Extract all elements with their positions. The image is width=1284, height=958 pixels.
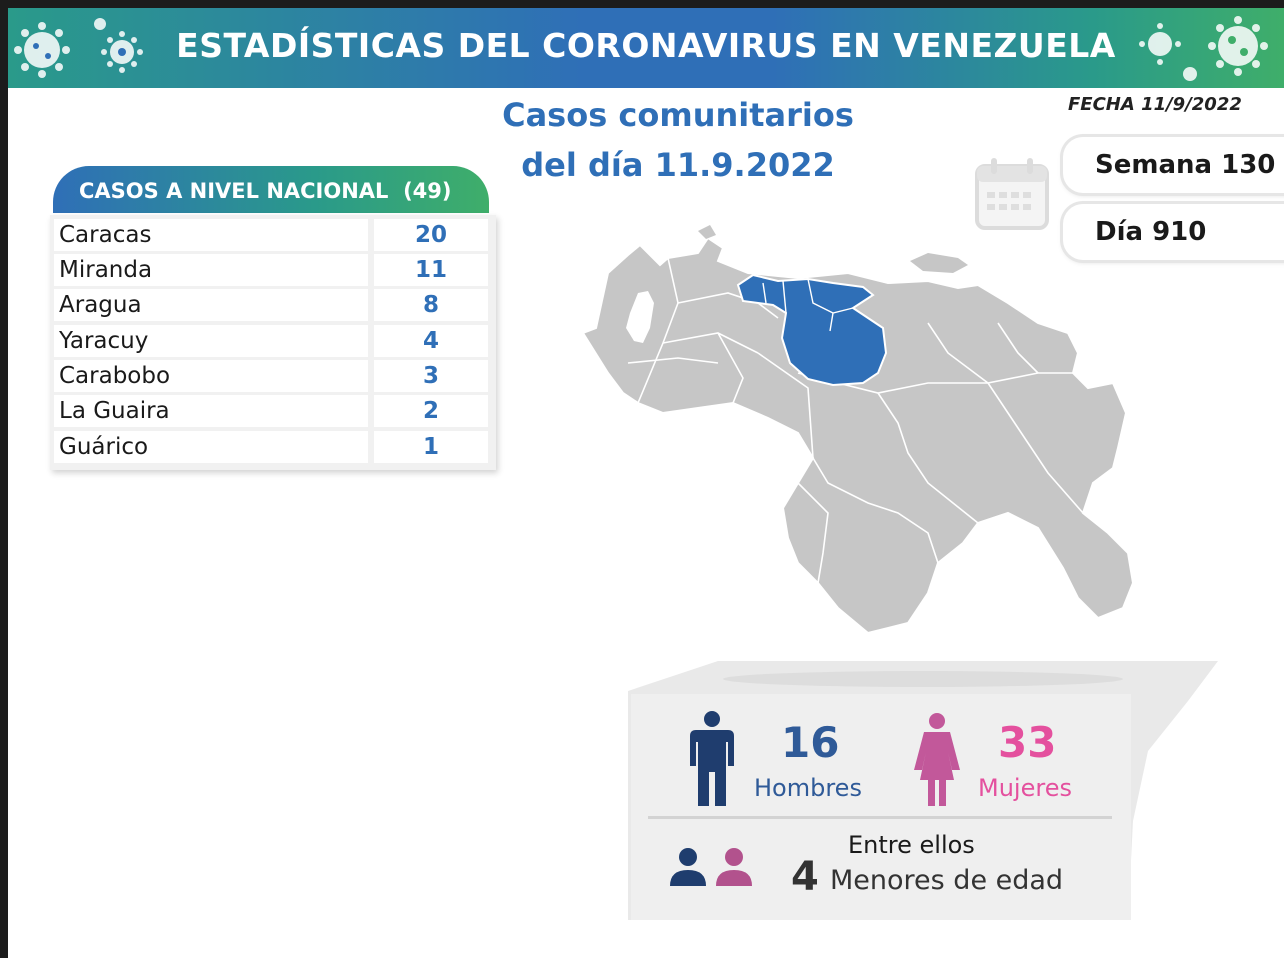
state-cases: 3 xyxy=(374,360,488,392)
state-name: Carabobo xyxy=(54,360,368,392)
women-count: 33 xyxy=(998,718,1057,767)
minors-icon xyxy=(670,848,752,886)
women-label: Mujeres xyxy=(978,774,1072,802)
state-cases: 20 xyxy=(374,219,488,251)
state-cases: 11 xyxy=(374,254,488,286)
cases-table: Caracas 20 Miranda 11 Aragua 8 Yaracuy 4… xyxy=(50,215,496,470)
header-banner: ESTADÍSTICAS DEL CORONAVIRUS EN VENEZUEL… xyxy=(8,8,1284,88)
minors-label: Menores de edad xyxy=(830,865,1064,896)
men-label: Hombres xyxy=(754,774,862,802)
infographic: ESTADÍSTICAS DEL CORONAVIRUS EN VENEZUEL… xyxy=(8,8,1284,958)
map-island xyxy=(698,225,716,239)
main-title-line1: Casos comunitarios xyxy=(502,96,854,134)
state-name: Guárico xyxy=(54,431,368,463)
state-cases: 1 xyxy=(374,431,488,463)
men-count: 16 xyxy=(781,718,840,767)
week-counter: Semana 130 xyxy=(1063,137,1284,193)
state-cases: 4 xyxy=(374,325,488,357)
map-lake xyxy=(626,291,654,343)
panel-divider xyxy=(648,816,1112,819)
man-icon xyxy=(690,711,734,806)
state-name: Aragua xyxy=(54,289,368,321)
virus-icon xyxy=(14,18,143,78)
day-counter: Día 910 xyxy=(1063,204,1284,260)
date-label: FECHA 11/9/2022 xyxy=(1068,94,1242,115)
minors-intro: Entre ellos xyxy=(848,831,975,859)
venezuela-map xyxy=(581,225,1135,635)
virus-icon xyxy=(1139,16,1268,81)
state-cases: 2 xyxy=(374,395,488,427)
table-header: CASOS A NIVEL NACIONAL (49) xyxy=(53,166,489,213)
calendar-icon xyxy=(975,158,1049,230)
table-heading: CASOS A NIVEL NACIONAL (49) xyxy=(79,179,451,203)
state-cases: 8 xyxy=(374,289,488,321)
banner-title: ESTADÍSTICAS DEL CORONAVIRUS EN VENEZUEL… xyxy=(176,26,1116,65)
minors-count: 4 xyxy=(791,854,819,900)
main-title: Casos comunitarios del día 11.9.2022 xyxy=(468,90,888,190)
main-title-line2: del día 11.9.2022 xyxy=(521,146,835,184)
woman-icon xyxy=(914,713,960,806)
state-name: Caracas xyxy=(54,219,368,251)
map-highlighted-states xyxy=(736,273,888,387)
table-total: (49) xyxy=(403,179,452,203)
state-name: Miranda xyxy=(54,254,368,286)
table-heading-label: CASOS A NIVEL NACIONAL xyxy=(79,179,389,203)
state-name: La Guaira xyxy=(54,395,368,427)
map-island xyxy=(910,253,968,273)
state-name: Yaracuy xyxy=(54,325,368,357)
